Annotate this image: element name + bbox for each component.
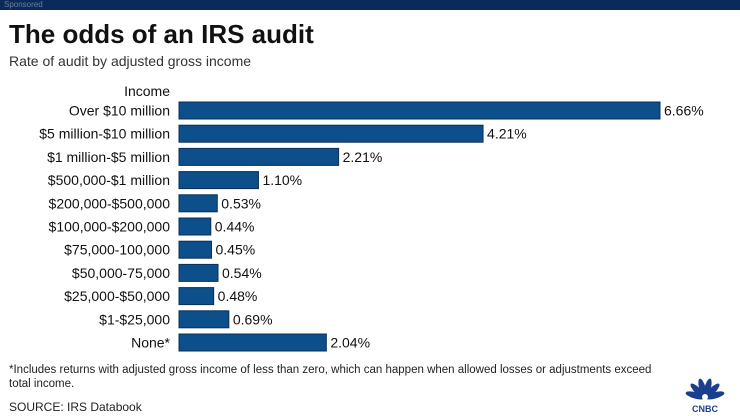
logo-wordmark: CNBC bbox=[692, 404, 718, 414]
value-label: 0.54% bbox=[222, 265, 262, 281]
value-label: 0.45% bbox=[216, 242, 256, 258]
value-label: 2.04% bbox=[330, 335, 370, 351]
bar bbox=[178, 287, 215, 306]
bar bbox=[178, 217, 212, 236]
bar bbox=[178, 101, 661, 120]
value-label: 2.21% bbox=[343, 149, 383, 165]
bar bbox=[178, 124, 484, 143]
category-label: Over $10 million bbox=[69, 103, 170, 119]
category-label: $50,000-75,000 bbox=[72, 265, 170, 281]
bars-group: Over $10 million 6.66% $5 million-$10 mill… bbox=[39, 101, 704, 352]
bar bbox=[178, 333, 327, 352]
value-label: 4.21% bbox=[487, 126, 527, 142]
category-label: $100,000-$200,000 bbox=[49, 219, 171, 235]
bar bbox=[178, 263, 219, 282]
category-label: $500,000-$1 million bbox=[48, 172, 170, 188]
top-bar: Sponsored bbox=[0, 0, 740, 10]
peacock-icon bbox=[685, 378, 725, 400]
footnote: *Includes returns with adjusted gross in… bbox=[9, 364, 652, 390]
value-label: 0.48% bbox=[218, 288, 258, 304]
source-note: SOURCE: IRS Databook bbox=[9, 400, 142, 414]
chart-title: The odds of an IRS audit bbox=[9, 19, 314, 49]
category-label: $200,000-$500,000 bbox=[49, 195, 171, 211]
cnbc-logo: CNBC bbox=[685, 378, 725, 414]
category-label: $5 million-$10 million bbox=[39, 126, 170, 142]
category-label: $75,000-100,000 bbox=[64, 242, 170, 258]
top-bar-label: Sponsored bbox=[4, 0, 43, 9]
bar bbox=[178, 240, 212, 259]
bar bbox=[178, 310, 230, 329]
bar bbox=[178, 147, 340, 166]
bar bbox=[178, 194, 218, 213]
bar-chart: Income Over $10 million 6.66% $5 million-$… bbox=[39, 83, 704, 352]
category-label: None* bbox=[131, 335, 170, 351]
bar bbox=[178, 171, 259, 190]
category-label: $1-$25,000 bbox=[99, 311, 170, 327]
category-label: $25,000-$50,000 bbox=[64, 288, 170, 304]
value-label: 1.10% bbox=[262, 172, 302, 188]
value-label: 0.44% bbox=[215, 219, 255, 235]
value-label: 6.66% bbox=[664, 103, 704, 119]
category-axis-label: Income bbox=[124, 83, 170, 99]
category-label: $1 million-$5 million bbox=[47, 149, 170, 165]
value-label: 0.69% bbox=[233, 311, 273, 327]
chart-subtitle: Rate of audit by adjusted gross income bbox=[9, 53, 252, 69]
value-label: 0.53% bbox=[221, 195, 261, 211]
